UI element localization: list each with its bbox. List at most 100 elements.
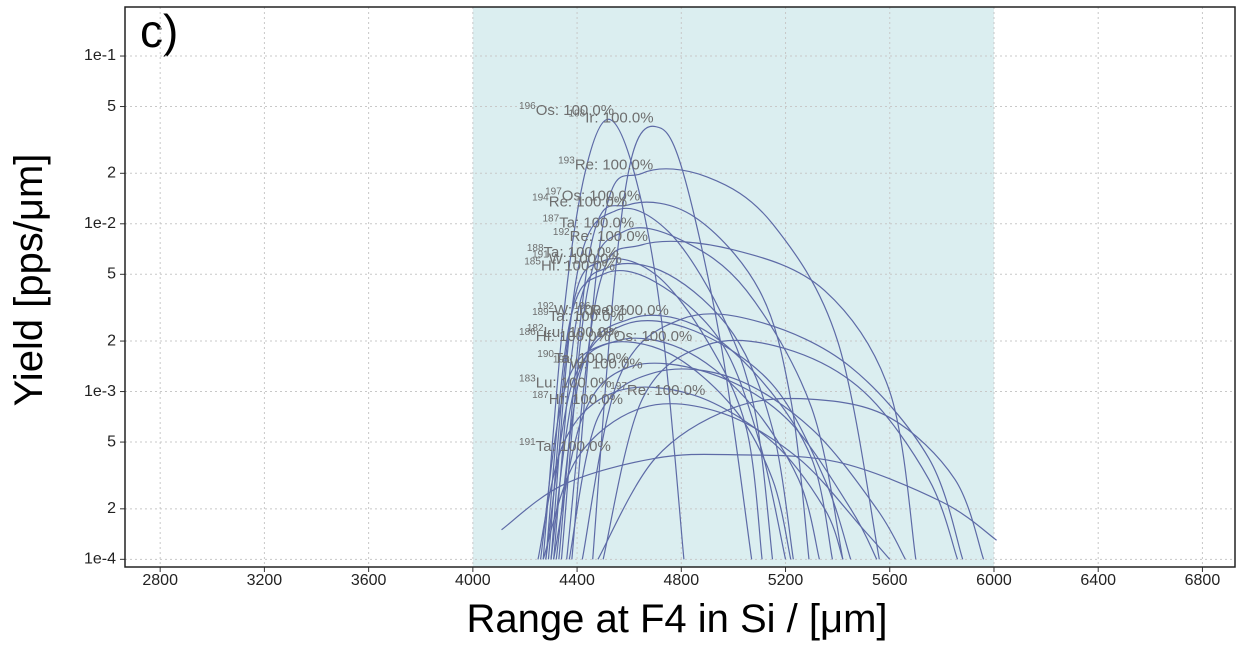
- x-tick-label: 3600: [351, 572, 387, 589]
- yield-curve: [550, 320, 852, 560]
- isotope-mass: 187: [543, 213, 560, 224]
- curve-label: 196Re: 100.0%: [574, 301, 669, 319]
- y-tick-label: 1e-4: [84, 551, 116, 568]
- curve-label: 187Hf: 100.0%: [532, 389, 623, 407]
- isotope-mass: 193: [553, 354, 570, 365]
- isotope-mass: 183: [519, 373, 536, 384]
- isotope-mass: 186: [519, 326, 536, 337]
- isotope-name: Ta: 100.0%: [559, 214, 634, 231]
- curve-label: 196Os: 100.0%: [519, 101, 614, 119]
- curve-label: 182Lu: 100.0%: [527, 323, 620, 341]
- isotope-name: W: 100.0%: [554, 302, 627, 319]
- curve-label: 183Lu: 100.0%: [519, 373, 612, 391]
- curve-label: 197Re: 100.0%: [610, 381, 705, 399]
- isotope-name: Re: 100.0%: [549, 193, 627, 210]
- yield-curve: [547, 257, 763, 560]
- isotope-mass: 187: [532, 389, 549, 400]
- yield-curve: [542, 118, 685, 560]
- isotope-name: Hf: 100.0%: [536, 328, 610, 345]
- isotope-mass: 188: [527, 243, 544, 254]
- yield-curve: [542, 403, 891, 560]
- yield-curve: [545, 337, 820, 560]
- y-tick-label: 1e-1: [84, 47, 116, 64]
- shaded-range: [472, 7, 994, 567]
- x-tick-label: 3200: [247, 572, 283, 589]
- y-axis-label: Yield [pps/μm]: [7, 154, 51, 407]
- y-tick-label: 5: [107, 98, 116, 115]
- y-tick-label: 5: [107, 266, 116, 283]
- curve-label: 198Ir: 100.0%: [569, 108, 654, 126]
- isotope-mass: 196: [519, 101, 536, 112]
- isotope-mass: 191: [532, 249, 549, 260]
- curve-label: 189Ta: 100.0%: [532, 306, 624, 324]
- yield-curve: [537, 386, 844, 560]
- curve-label: 193Os: 100.0%: [597, 326, 692, 344]
- isotope-name: W: 100.0%: [570, 355, 643, 372]
- yield-curve: [566, 240, 917, 560]
- x-tick-label: 5200: [768, 572, 804, 589]
- x-tick-label: 6000: [976, 572, 1012, 589]
- isotope-name: Re: 100.0%: [570, 228, 648, 245]
- isotope-name: Os: 100.0%: [614, 328, 692, 345]
- yield-curve: [568, 368, 906, 560]
- plot-frame: [124, 6, 1236, 568]
- curve-label: 190Ta: 100.0%: [537, 349, 629, 367]
- yield-curve: [501, 453, 997, 541]
- x-tick-label: 4400: [559, 572, 595, 589]
- isotope-mass: 190: [537, 349, 554, 360]
- isotope-name: Ta: 100.0%: [554, 350, 629, 367]
- x-tick-label: 4800: [664, 572, 700, 589]
- x-tick-label: 5600: [872, 572, 908, 589]
- curve-label: 188Ta: 100.0%: [527, 243, 619, 261]
- isotope-mass: 196: [574, 301, 591, 312]
- curve-label: 194Re: 100.0%: [532, 192, 627, 210]
- x-tick-label: 6800: [1185, 572, 1221, 589]
- curve-label: 186Hf: 100.0%: [519, 326, 610, 344]
- x-tick-label: 6400: [1080, 572, 1116, 589]
- isotope-name: Ta: 100.0%: [536, 438, 611, 455]
- isotope-name: Re: 100.0%: [575, 156, 653, 173]
- isotope-name: Lu: 100.0%: [536, 375, 612, 392]
- isotope-mass: 192: [553, 226, 570, 237]
- isotope-name: Re: 100.0%: [590, 302, 668, 319]
- isotope-name: Ta: 100.0%: [549, 308, 624, 325]
- curve-label: 197Os: 100.0%: [545, 186, 640, 204]
- yield-curve: [540, 341, 792, 560]
- curves: [501, 118, 997, 560]
- y-tick-label: 2: [107, 165, 116, 182]
- y-tick-label: 2: [107, 500, 116, 517]
- yield-curve: [550, 207, 774, 560]
- isotope-mass: 194: [532, 192, 549, 203]
- curve-label: 193Re: 100.0%: [558, 155, 653, 173]
- curve-label: 193W: 100.0%: [553, 354, 643, 372]
- isotope-mass: 189: [532, 306, 549, 317]
- yield-curve: [553, 262, 794, 560]
- yield-curve: [545, 270, 787, 560]
- y-tick-label: 1e-2: [84, 215, 116, 232]
- isotope-name: Hf: 100.0%: [549, 391, 623, 408]
- isotope-mass: 197: [545, 186, 562, 197]
- y-tick-label: 2: [107, 332, 116, 349]
- isotope-name: Lu: 100.0%: [544, 324, 620, 341]
- isotope-mass: 182: [527, 323, 544, 334]
- x-tick-label: 4000: [455, 572, 491, 589]
- curve-label: 187Ta: 100.0%: [543, 213, 635, 231]
- isotope-mass: 193: [558, 155, 575, 166]
- isotope-mass: 191: [519, 436, 536, 447]
- isotope-name: Ta: 100.0%: [544, 244, 619, 261]
- isotope-mass: 193: [597, 326, 614, 337]
- curve-label: 185Hf: 100.0%: [524, 256, 615, 274]
- curve-label: 192Re: 100.0%: [553, 226, 648, 244]
- yield-curve: [571, 168, 880, 560]
- yield-curve: [558, 201, 810, 560]
- yield-curve: [602, 339, 959, 560]
- isotope-name: Ir: 100.0%: [585, 109, 653, 126]
- curve-label: 192W: 100.0%: [537, 301, 627, 319]
- y-tick-label: 5: [107, 433, 116, 450]
- isotope-mass: 192: [537, 301, 554, 312]
- isotope-name: Os: 100.0%: [562, 188, 640, 205]
- yield-curve: [592, 125, 753, 560]
- isotope-mass: 197: [610, 381, 627, 392]
- isotope-name: Os: 100.0%: [536, 102, 614, 119]
